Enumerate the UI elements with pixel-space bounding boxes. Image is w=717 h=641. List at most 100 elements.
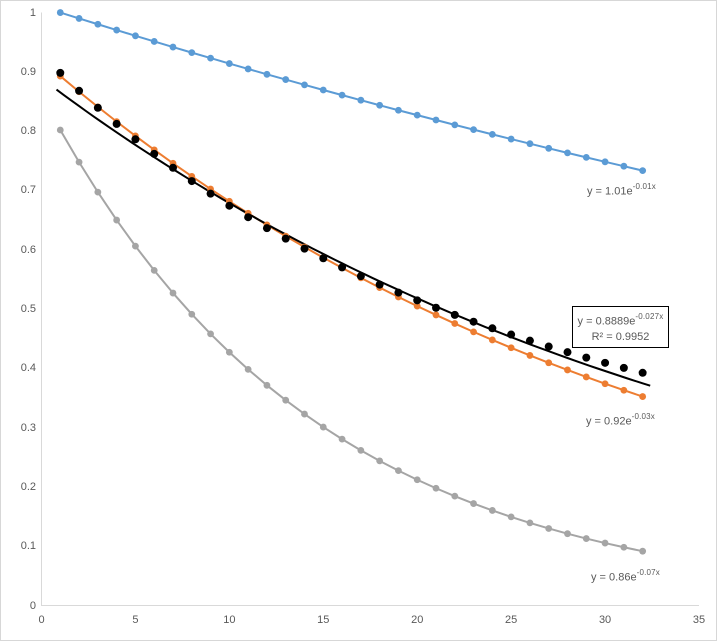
orange-series-marker (488, 336, 496, 344)
gray-series-marker (395, 467, 402, 474)
blue-series-marker (564, 149, 571, 157)
black-scatter-series-marker (601, 358, 610, 367)
blue-series-marker (601, 158, 609, 166)
orange-series-marker (564, 366, 571, 374)
black-scatter-series-marker (56, 68, 65, 77)
trendline-r-squared: R² = 0.9952 (591, 330, 650, 343)
y-tick-label: 0.4 (20, 362, 36, 375)
orange-series-marker (545, 359, 553, 367)
gray-series-marker (432, 484, 440, 492)
blue-series-marker (582, 153, 590, 161)
x-tick-label: 25 (505, 614, 518, 626)
gray-series-marker (413, 476, 421, 484)
y-tick-label: 0 (29, 599, 36, 612)
black-scatter-series-marker (281, 234, 290, 243)
orange-series-marker (432, 311, 440, 319)
blue-series-marker (282, 76, 290, 83)
gray-series-marker (188, 310, 196, 318)
x-tick-label: 10 (223, 614, 236, 626)
gray-series-marker (488, 507, 496, 514)
blue-series-marker (620, 162, 628, 170)
blue-series-marker (526, 140, 534, 148)
blue-series-marker (207, 54, 214, 62)
gray-series-marker (582, 535, 590, 542)
black-scatter-series-marker (525, 336, 534, 345)
black-scatter-series-marker (582, 353, 591, 362)
black-scatter-series-marker (619, 363, 628, 372)
black-scatter-series-marker (394, 288, 403, 297)
gray-series-marker (169, 289, 177, 297)
x-tick-label: 0 (38, 614, 45, 626)
blue-series-marker (488, 130, 496, 138)
black-scatter-series-marker (262, 224, 271, 233)
blue-series-marker (432, 116, 440, 124)
exponential-trendline (55, 88, 651, 387)
gray-series-marker (75, 158, 83, 166)
gray-series-marker (150, 266, 158, 274)
equation-base: y = 0.8889e (577, 315, 636, 328)
gray-series-marker (282, 396, 290, 404)
y-tick-label: 0.9 (20, 65, 36, 78)
black-scatter-series-marker (638, 368, 647, 377)
black-scatter-series-marker (507, 330, 516, 339)
y-tick-label: 0.5 (20, 303, 36, 315)
gray-series-marker (56, 126, 64, 134)
y-tick-label: 0.3 (20, 421, 36, 434)
black-scatter-series-marker (300, 244, 309, 253)
blue-series-line (59, 11, 644, 172)
y-tick-label: 0.1 (20, 540, 36, 553)
black-scatter-series-marker (225, 201, 234, 210)
black-scatter-series-marker (244, 213, 253, 222)
black-scatter-series-marker (356, 272, 365, 281)
gray-series-marker (564, 530, 571, 538)
x-tick-label: 15 (317, 614, 330, 626)
gray-series-line (59, 128, 644, 553)
y-tick-label: 0.6 (20, 243, 36, 256)
gray-series-marker (244, 365, 252, 373)
gray-series-equation-label: y = 0.86e-0.07x (591, 567, 660, 585)
blue-series-marker (94, 20, 102, 28)
black-scatter-series-marker (319, 254, 328, 263)
orange-series-marker (620, 386, 628, 394)
black-scatter-series-marker (413, 296, 422, 305)
blue-series-marker (376, 101, 384, 109)
x-tick-label: 20 (411, 614, 424, 626)
gray-series-marker (451, 492, 459, 500)
orange-series-marker (413, 302, 421, 310)
orange-series-marker (470, 328, 477, 336)
gray-series-marker (207, 330, 214, 338)
black-scatter-series-marker (169, 163, 177, 172)
x-tick-label: 30 (598, 614, 612, 626)
blue-series-marker (263, 70, 271, 78)
blue-series-marker (56, 9, 64, 16)
x-tick-label: 5 (132, 614, 139, 626)
equation-exponent: -0.07x (636, 568, 661, 577)
orange-series-marker (507, 344, 515, 352)
blue-series-equation-label: y = 1.01e-0.01x (587, 181, 656, 199)
black-scatter-series-marker (432, 303, 440, 312)
blue-series-marker (357, 96, 365, 104)
gray-series-marker (470, 500, 477, 507)
trendline-equation-box: y = 0.8889e-0.027x R² = 0.9952 (572, 306, 669, 348)
gray-series-marker (357, 446, 365, 454)
equation-exponent: -0.027x (635, 312, 664, 321)
gray-series-marker (263, 381, 271, 389)
gray-series-marker (507, 513, 515, 521)
equation-base: y = 1.01e (587, 185, 633, 198)
gray-series-marker (376, 457, 384, 465)
black-scatter-series-marker (93, 103, 102, 112)
blue-series-marker (507, 135, 515, 143)
blue-series-marker (225, 60, 233, 67)
blue-series-marker (132, 32, 139, 40)
blue-series-marker (395, 106, 402, 114)
blue-series-marker (338, 91, 346, 99)
equation-exponent: -0.01x (632, 182, 657, 191)
blue-series-marker (545, 144, 553, 152)
blue-series-marker (301, 81, 308, 89)
orange-series-equation-label: y = 0.92e-0.03x (586, 411, 655, 429)
black-scatter-series-marker (375, 280, 384, 289)
black-scatter-series-marker (187, 177, 196, 186)
gray-series-marker (338, 435, 346, 443)
